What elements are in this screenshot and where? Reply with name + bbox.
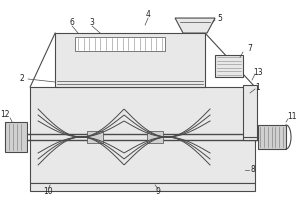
Text: 5: 5 xyxy=(217,14,222,23)
Text: 7: 7 xyxy=(247,44,252,53)
Text: 12: 12 xyxy=(0,110,10,119)
Text: 11: 11 xyxy=(287,112,297,121)
Bar xyxy=(5,122,27,152)
Bar xyxy=(55,33,205,87)
Bar xyxy=(258,125,286,149)
Text: 8: 8 xyxy=(250,165,255,174)
Text: 4: 4 xyxy=(146,10,151,19)
Bar xyxy=(147,131,163,143)
Polygon shape xyxy=(175,18,215,33)
Text: 9: 9 xyxy=(156,187,161,196)
Bar xyxy=(87,131,103,143)
Bar xyxy=(243,85,257,140)
Text: 10: 10 xyxy=(43,187,53,196)
Bar xyxy=(215,55,243,77)
Text: 13: 13 xyxy=(253,68,263,77)
Text: 2: 2 xyxy=(20,74,25,83)
Bar xyxy=(30,183,255,191)
Text: 3: 3 xyxy=(90,18,94,27)
Bar xyxy=(30,87,255,183)
Text: 1: 1 xyxy=(256,83,260,92)
Bar xyxy=(75,37,165,51)
Text: 6: 6 xyxy=(70,18,75,27)
